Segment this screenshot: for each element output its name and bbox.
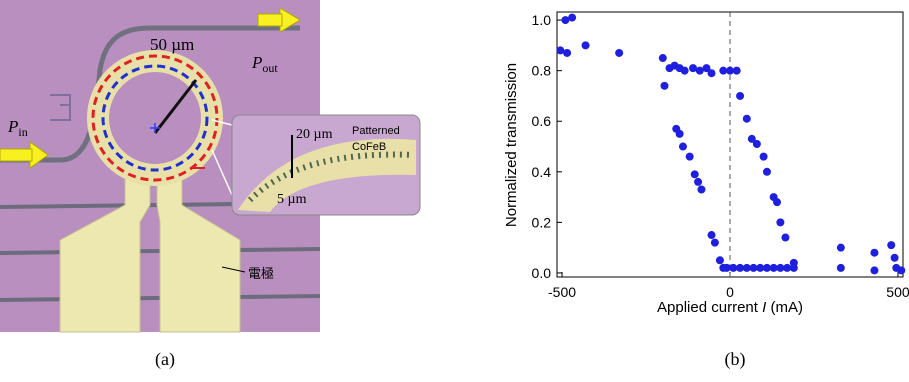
data-point — [756, 263, 765, 272]
data-point — [836, 243, 845, 252]
data-point — [694, 177, 703, 186]
data-point — [658, 54, 667, 63]
data-point — [749, 263, 758, 272]
y-tick-label: 0.4 — [532, 164, 552, 180]
data-point — [680, 66, 689, 75]
data-point — [702, 64, 711, 73]
inset-gap-label: 5 µm — [277, 192, 307, 207]
y-axis-label: Normalized transmission — [503, 63, 520, 227]
data-point — [719, 66, 728, 75]
y-tick-label: 0.6 — [532, 113, 552, 129]
data-point — [563, 48, 572, 57]
inset-material: Patterned — [352, 125, 400, 137]
data-point — [747, 134, 756, 143]
data-point — [697, 185, 706, 194]
electrode-label: 電極 — [248, 266, 274, 281]
data-point — [736, 263, 745, 272]
data-point — [736, 91, 745, 100]
data-point — [561, 16, 570, 25]
inset-width-label: 20 µm — [296, 127, 333, 142]
data-point — [729, 263, 738, 272]
data-point — [870, 266, 879, 275]
data-point — [732, 66, 741, 75]
data-point — [707, 69, 716, 78]
data-point — [556, 46, 565, 55]
data-point — [726, 66, 734, 75]
panel-caption: (a) — [155, 349, 175, 370]
data-point — [890, 253, 899, 262]
panel-caption: (b) — [725, 349, 746, 370]
data-point — [773, 198, 782, 207]
data-point — [710, 238, 719, 247]
data-point — [769, 263, 778, 272]
data-point — [783, 263, 792, 272]
data-point — [776, 263, 785, 272]
data-point — [568, 13, 577, 22]
data-point — [887, 241, 896, 250]
data-point — [678, 142, 687, 151]
data-point — [715, 256, 724, 265]
ring-label: 50 µm — [150, 35, 194, 54]
data-point — [675, 129, 684, 138]
data-point — [660, 81, 669, 90]
data-point — [897, 266, 906, 275]
data-point — [776, 218, 785, 227]
y-tick-label: 0.2 — [532, 214, 552, 230]
x-tick-label: -500 — [548, 284, 576, 300]
x-axis-label: Applied current I (mA) — [657, 299, 803, 316]
data-point — [742, 114, 751, 123]
data-point — [789, 263, 798, 272]
data-point — [722, 263, 731, 272]
data-point — [707, 231, 716, 240]
data-point — [685, 152, 694, 161]
p-in-label: Pin — [7, 117, 28, 139]
data-point — [762, 263, 771, 272]
x-tick-label: 0 — [726, 284, 734, 300]
micrograph: 50 µm Pout Pin 20 µm Patterned CoFeB 5 µ… — [0, 0, 421, 333]
data-point — [695, 66, 704, 75]
x-tick-label: 500 — [886, 284, 909, 300]
data-point — [742, 263, 751, 272]
data-point — [781, 233, 790, 242]
data-point — [690, 170, 699, 179]
data-point — [836, 263, 845, 272]
y-tick-label: 1.0 — [532, 12, 552, 28]
y-tick-label: 0.0 — [532, 265, 552, 281]
y-tick-label: 0.8 — [532, 63, 552, 79]
data-point — [870, 248, 879, 257]
data-point — [615, 48, 624, 57]
data-point — [581, 41, 590, 50]
data-point — [689, 64, 698, 73]
inset-material: CoFeB — [352, 141, 386, 153]
p-out-label: Pout — [251, 53, 278, 75]
data-point — [759, 152, 768, 161]
data-point — [762, 167, 771, 176]
data-point — [752, 139, 761, 148]
